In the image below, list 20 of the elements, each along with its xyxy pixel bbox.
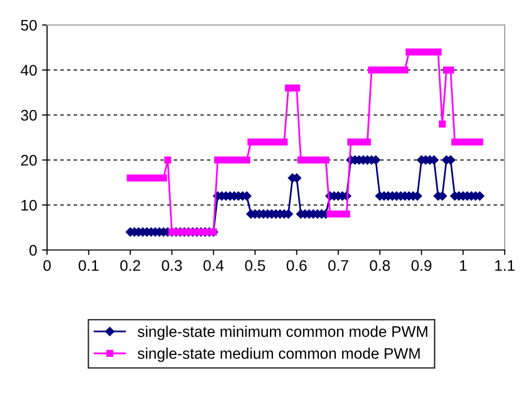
y-tick-label: 30 (20, 110, 37, 121)
y-tick-label: 40 (20, 64, 37, 76)
x-tick-label: 0.8 (370, 260, 390, 271)
y-tick-label: 20 (21, 154, 37, 166)
x-tick-label: 0.1 (78, 260, 99, 271)
legend-label: single-state minimum common mode PWM (138, 326, 428, 340)
x-tick-label: 0 (43, 260, 51, 271)
x-tick-label: 0.2 (120, 260, 140, 271)
x-tick-label: 1.1 (495, 260, 515, 271)
y-tick-label: 50 (20, 20, 37, 31)
x-tick-label: 0.6 (286, 260, 307, 271)
y-tick-label: 0 (29, 244, 37, 256)
x-tick-label: 0.7 (328, 260, 348, 271)
x-tick-label: 0.4 (203, 260, 224, 271)
x-tick-label: 0.5 (245, 260, 266, 271)
legend-label: single-state medium common mode PWM (138, 348, 420, 362)
x-tick-label: 1 (460, 260, 467, 271)
y-tick-label: 10 (22, 200, 37, 211)
x-tick-label: 0.9 (411, 260, 432, 271)
x-tick-label: 0.3 (162, 260, 182, 271)
